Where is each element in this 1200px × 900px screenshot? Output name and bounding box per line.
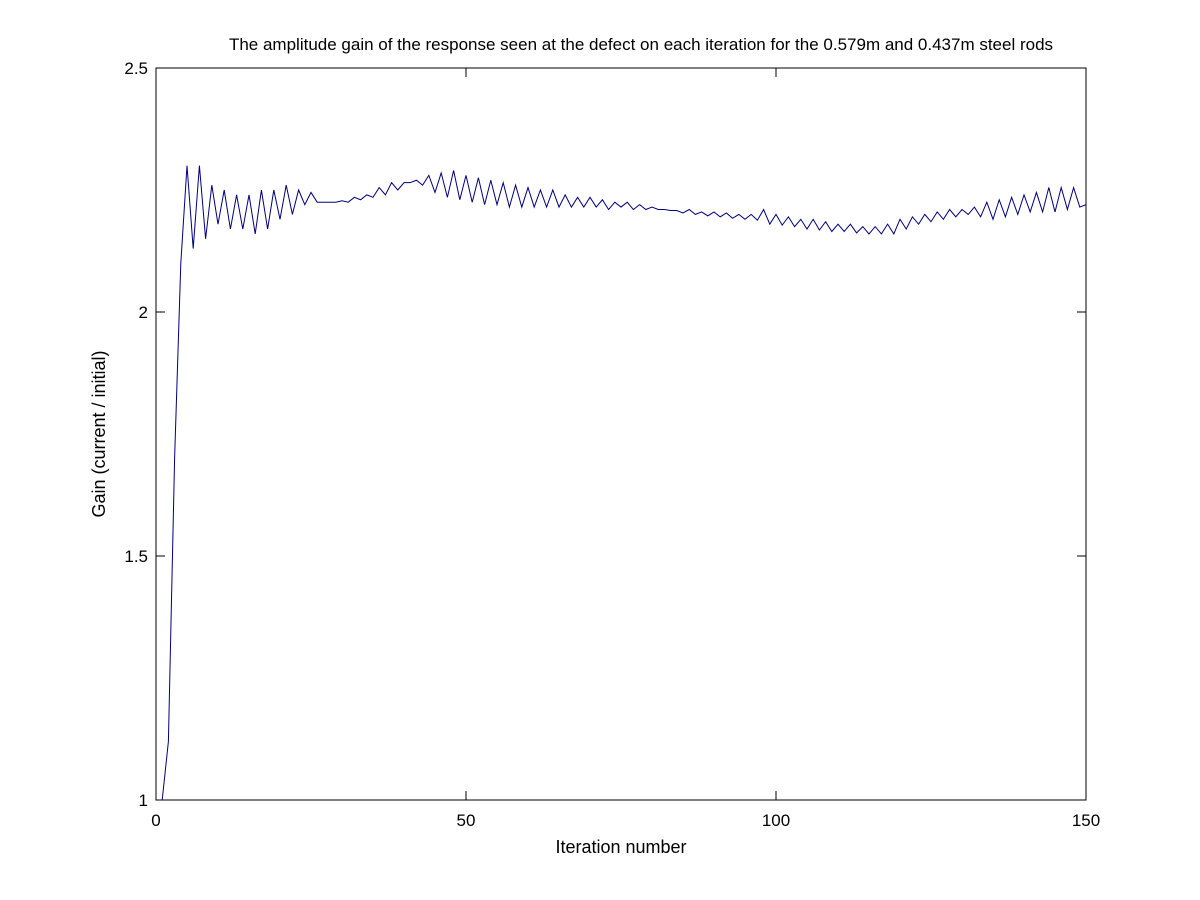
- y-tick-label: 2: [139, 303, 148, 322]
- series-line: [161, 165, 1087, 801]
- x-tick-label: 100: [762, 811, 790, 830]
- x-tick-label: 50: [457, 811, 476, 830]
- y-axis-label: Gain (current / initial): [89, 350, 109, 517]
- x-tick-label: 150: [1072, 811, 1100, 830]
- chart-title: The amplitude gain of the response seen …: [229, 35, 1053, 54]
- axis-ticks: 0 50 100 150 1 1.5 2 2.5: [124, 59, 1100, 830]
- x-tick-label: 0: [151, 811, 160, 830]
- plot-area: [155, 67, 1087, 801]
- y-tick-label: 1: [139, 791, 148, 810]
- y-tick-label: 1.5: [124, 547, 148, 566]
- x-axis-label: Iteration number: [555, 837, 686, 857]
- y-tick-label: 2.5: [124, 59, 148, 78]
